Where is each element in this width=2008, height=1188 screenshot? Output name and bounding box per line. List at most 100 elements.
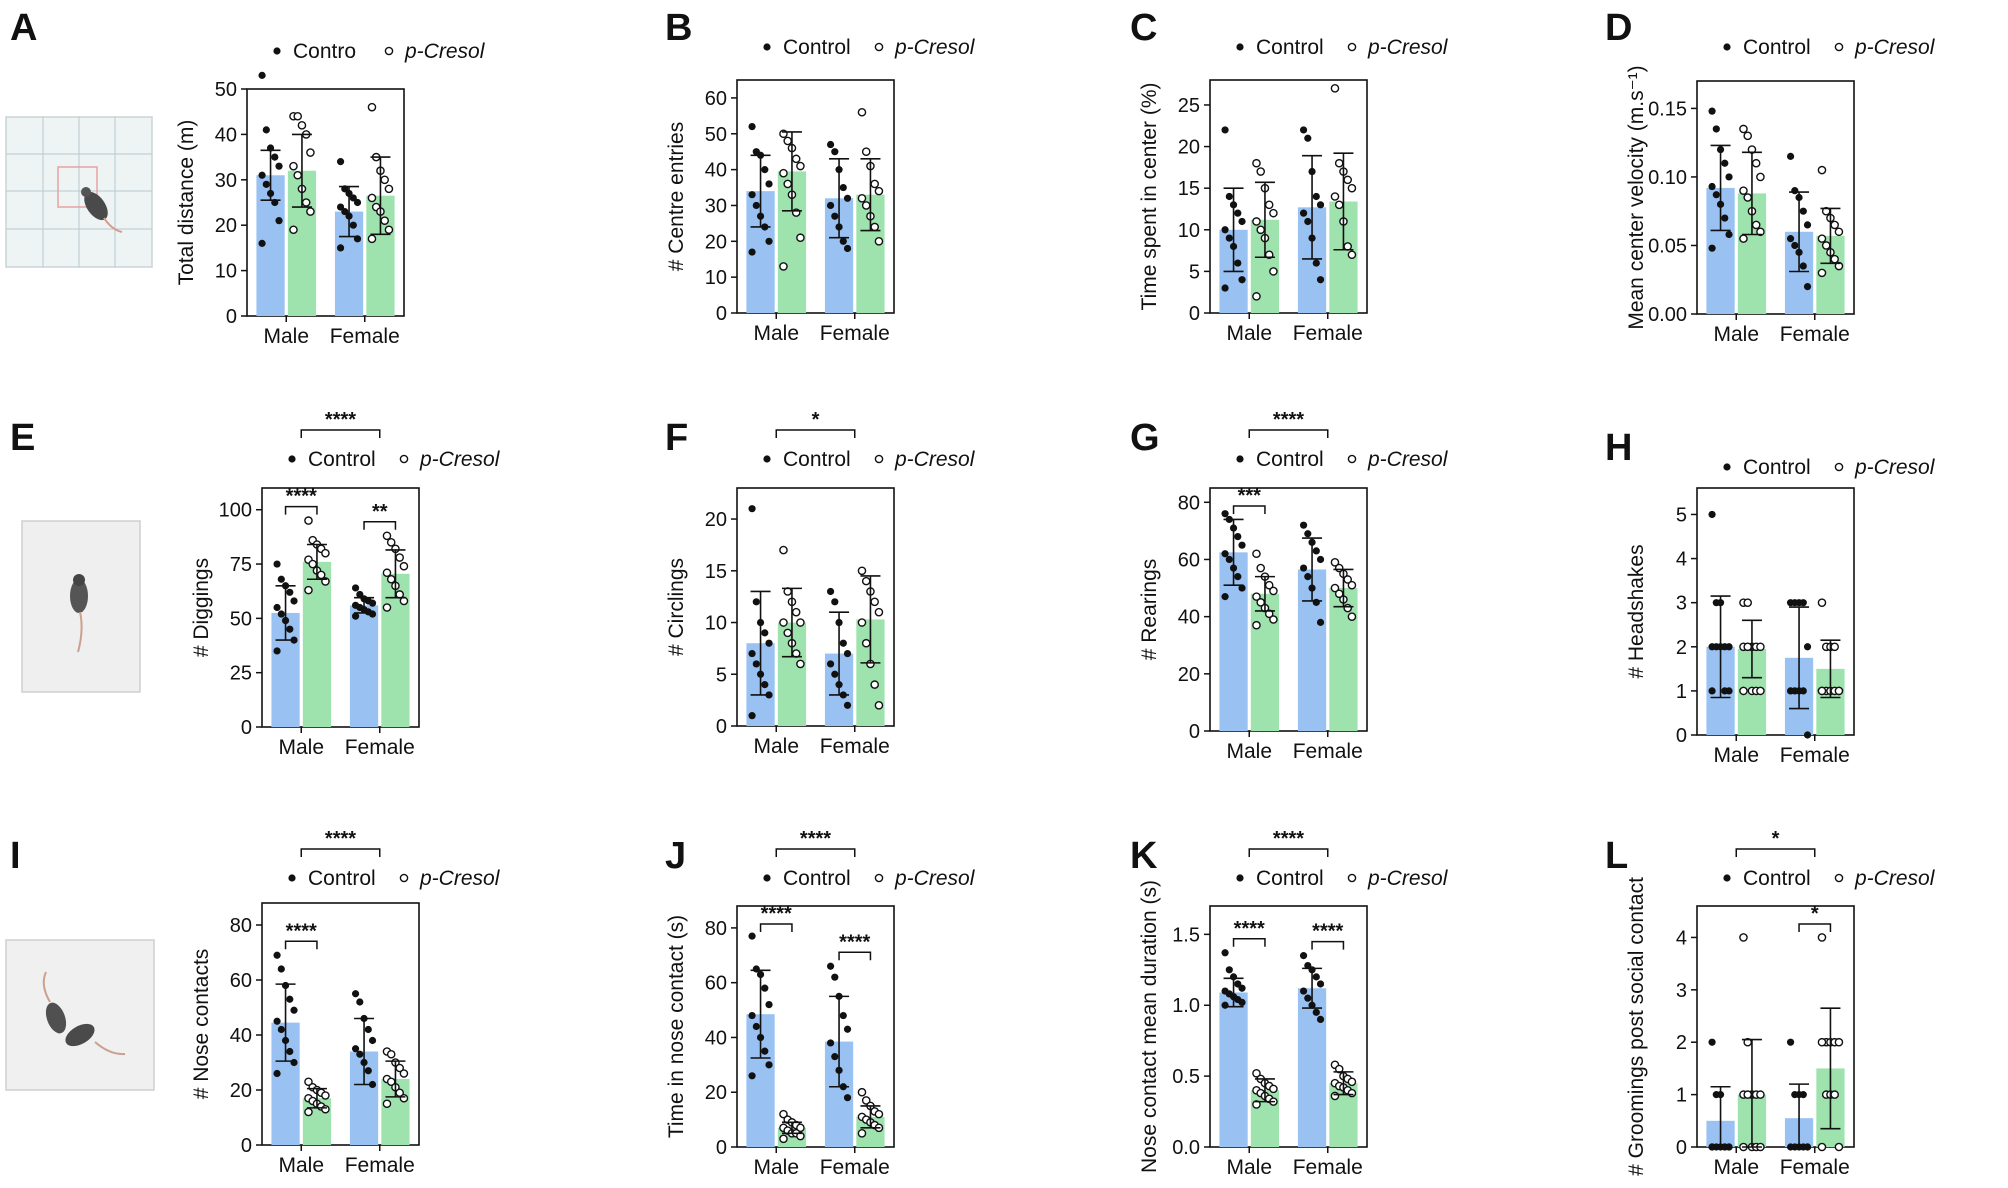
point-control [258,171,266,179]
y-tick-label: 40 [230,1025,252,1047]
point-pcresol [1256,167,1266,176]
point-pcresol [304,516,313,525]
panel-letter: H [1605,427,1632,469]
point-pcresol [1252,592,1261,601]
legend-marker-control [288,455,296,463]
point-control [349,194,357,202]
point-pcresol [796,1123,805,1133]
point-control [1799,687,1807,695]
point-control [1316,201,1325,209]
x-tick-label: Female [1293,1156,1363,1179]
point-control [368,1036,377,1045]
legend-label-pcresol: p-Cresol [1854,867,1936,890]
point-pcresol [791,154,801,164]
legend-label-pcresol-text: p-Cresol [419,448,501,471]
x-tick-label: Female [1780,323,1850,346]
legend-marker-pcresol [399,454,409,464]
point-control [1304,217,1312,226]
point-control [1221,1001,1229,1009]
y-tick-label: 25 [230,663,252,685]
point-pcresol [1756,642,1765,652]
y-tick-label: 40 [215,124,237,146]
point-pcresol [1343,603,1352,613]
significance-bracket-between [1735,848,1816,857]
point-pcresol [1347,250,1357,260]
point-pcresol [1756,227,1765,237]
point-pcresol [1834,227,1844,237]
point-pcresol [1347,183,1357,193]
point-control [273,560,281,568]
point-control [1786,235,1795,243]
legend-marker-pcresol [1834,42,1844,52]
legend-label-pcresol-text: p-Cresol [404,40,486,63]
legend-marker-control [763,874,771,882]
point-pcresol [380,216,389,225]
legend-label-control: Control [783,36,851,59]
point-pcresol [1330,84,1340,93]
y-tick-label: 0.5 [1172,1066,1200,1088]
point-control [839,639,847,647]
significance-label: * [812,409,820,431]
point-control [761,629,769,637]
point-control [273,951,281,959]
point-control [356,998,364,1006]
significance-label: **** [839,931,870,953]
point-pcresol [306,207,315,216]
point-control [1299,126,1308,134]
panel-f: F 0 5 10 15 20 # Circlings Male Female Control p-C… [665,409,976,758]
x-tick-label: Male [1713,744,1759,767]
significance-bracket-between [300,848,381,857]
point-pcresol [861,638,871,648]
point-control [351,612,360,620]
point-pcresol [1252,158,1261,168]
point-control [1304,530,1312,538]
point-control [765,180,773,188]
point-control [1708,1038,1716,1046]
legend-marker-control [273,47,281,55]
legend-label-control: Control [1256,867,1324,890]
legend: Control p-Cresol [1723,456,1936,479]
point-pcresol [1739,234,1748,243]
legend: Control p-Cresol [288,448,501,471]
legend-label-pcresol-text: p-Cresol [894,448,976,471]
point-control [275,162,283,170]
y-tick-label: 5 [1189,261,1200,283]
panel-letter: D [1605,7,1632,49]
x-tick-label: Female [820,735,890,758]
significance-bracket-between [1248,848,1329,857]
y-tick-label: 3 [1676,593,1687,615]
point-control [1299,209,1308,217]
point-control [748,932,756,940]
significance-label: **** [286,486,317,508]
legend-label-control: Control [1743,456,1811,479]
x-tick-label: Male [278,1154,324,1177]
legend: Control p-Cresol [763,36,976,59]
significance-label: ** [372,501,388,523]
y-tick-label: 0.10 [1648,167,1687,189]
point-control [273,603,281,612]
panel-h: H 0 1 2 3 4 5 # Headshakes Male Female Control p-Cr… [1605,427,1936,767]
legend-marker-pcresol [1347,42,1357,52]
x-tick-label: Male [1713,323,1759,346]
point-pcresol [1743,1090,1753,1099]
y-tick-label: 2 [1676,637,1687,659]
point-pcresol [399,561,409,571]
point-pcresol [367,234,377,244]
y-tick-label: 15 [705,561,727,583]
legend: Control p-Cresol [1236,36,1449,59]
point-pcresol [399,1093,409,1103]
point-control [1708,510,1716,519]
point-pcresol [399,1069,409,1078]
panel-k: K 0.0 0.5 1.0 1.5 Nose contact mean duration … [1130,828,1449,1179]
point-pcresol [1334,200,1344,210]
panel-e: E 0 25 50 75 100 # Diggings Male Female Control p-… [10,409,501,759]
x-tick-label: Male [753,735,799,758]
point-control [748,191,756,199]
point-control [356,1050,364,1058]
legend-label-pcresol: p-Cresol [894,448,976,471]
point-control [765,639,773,647]
point-pcresol [791,607,801,617]
axes-frame [261,487,420,728]
axes-frame [736,79,895,314]
